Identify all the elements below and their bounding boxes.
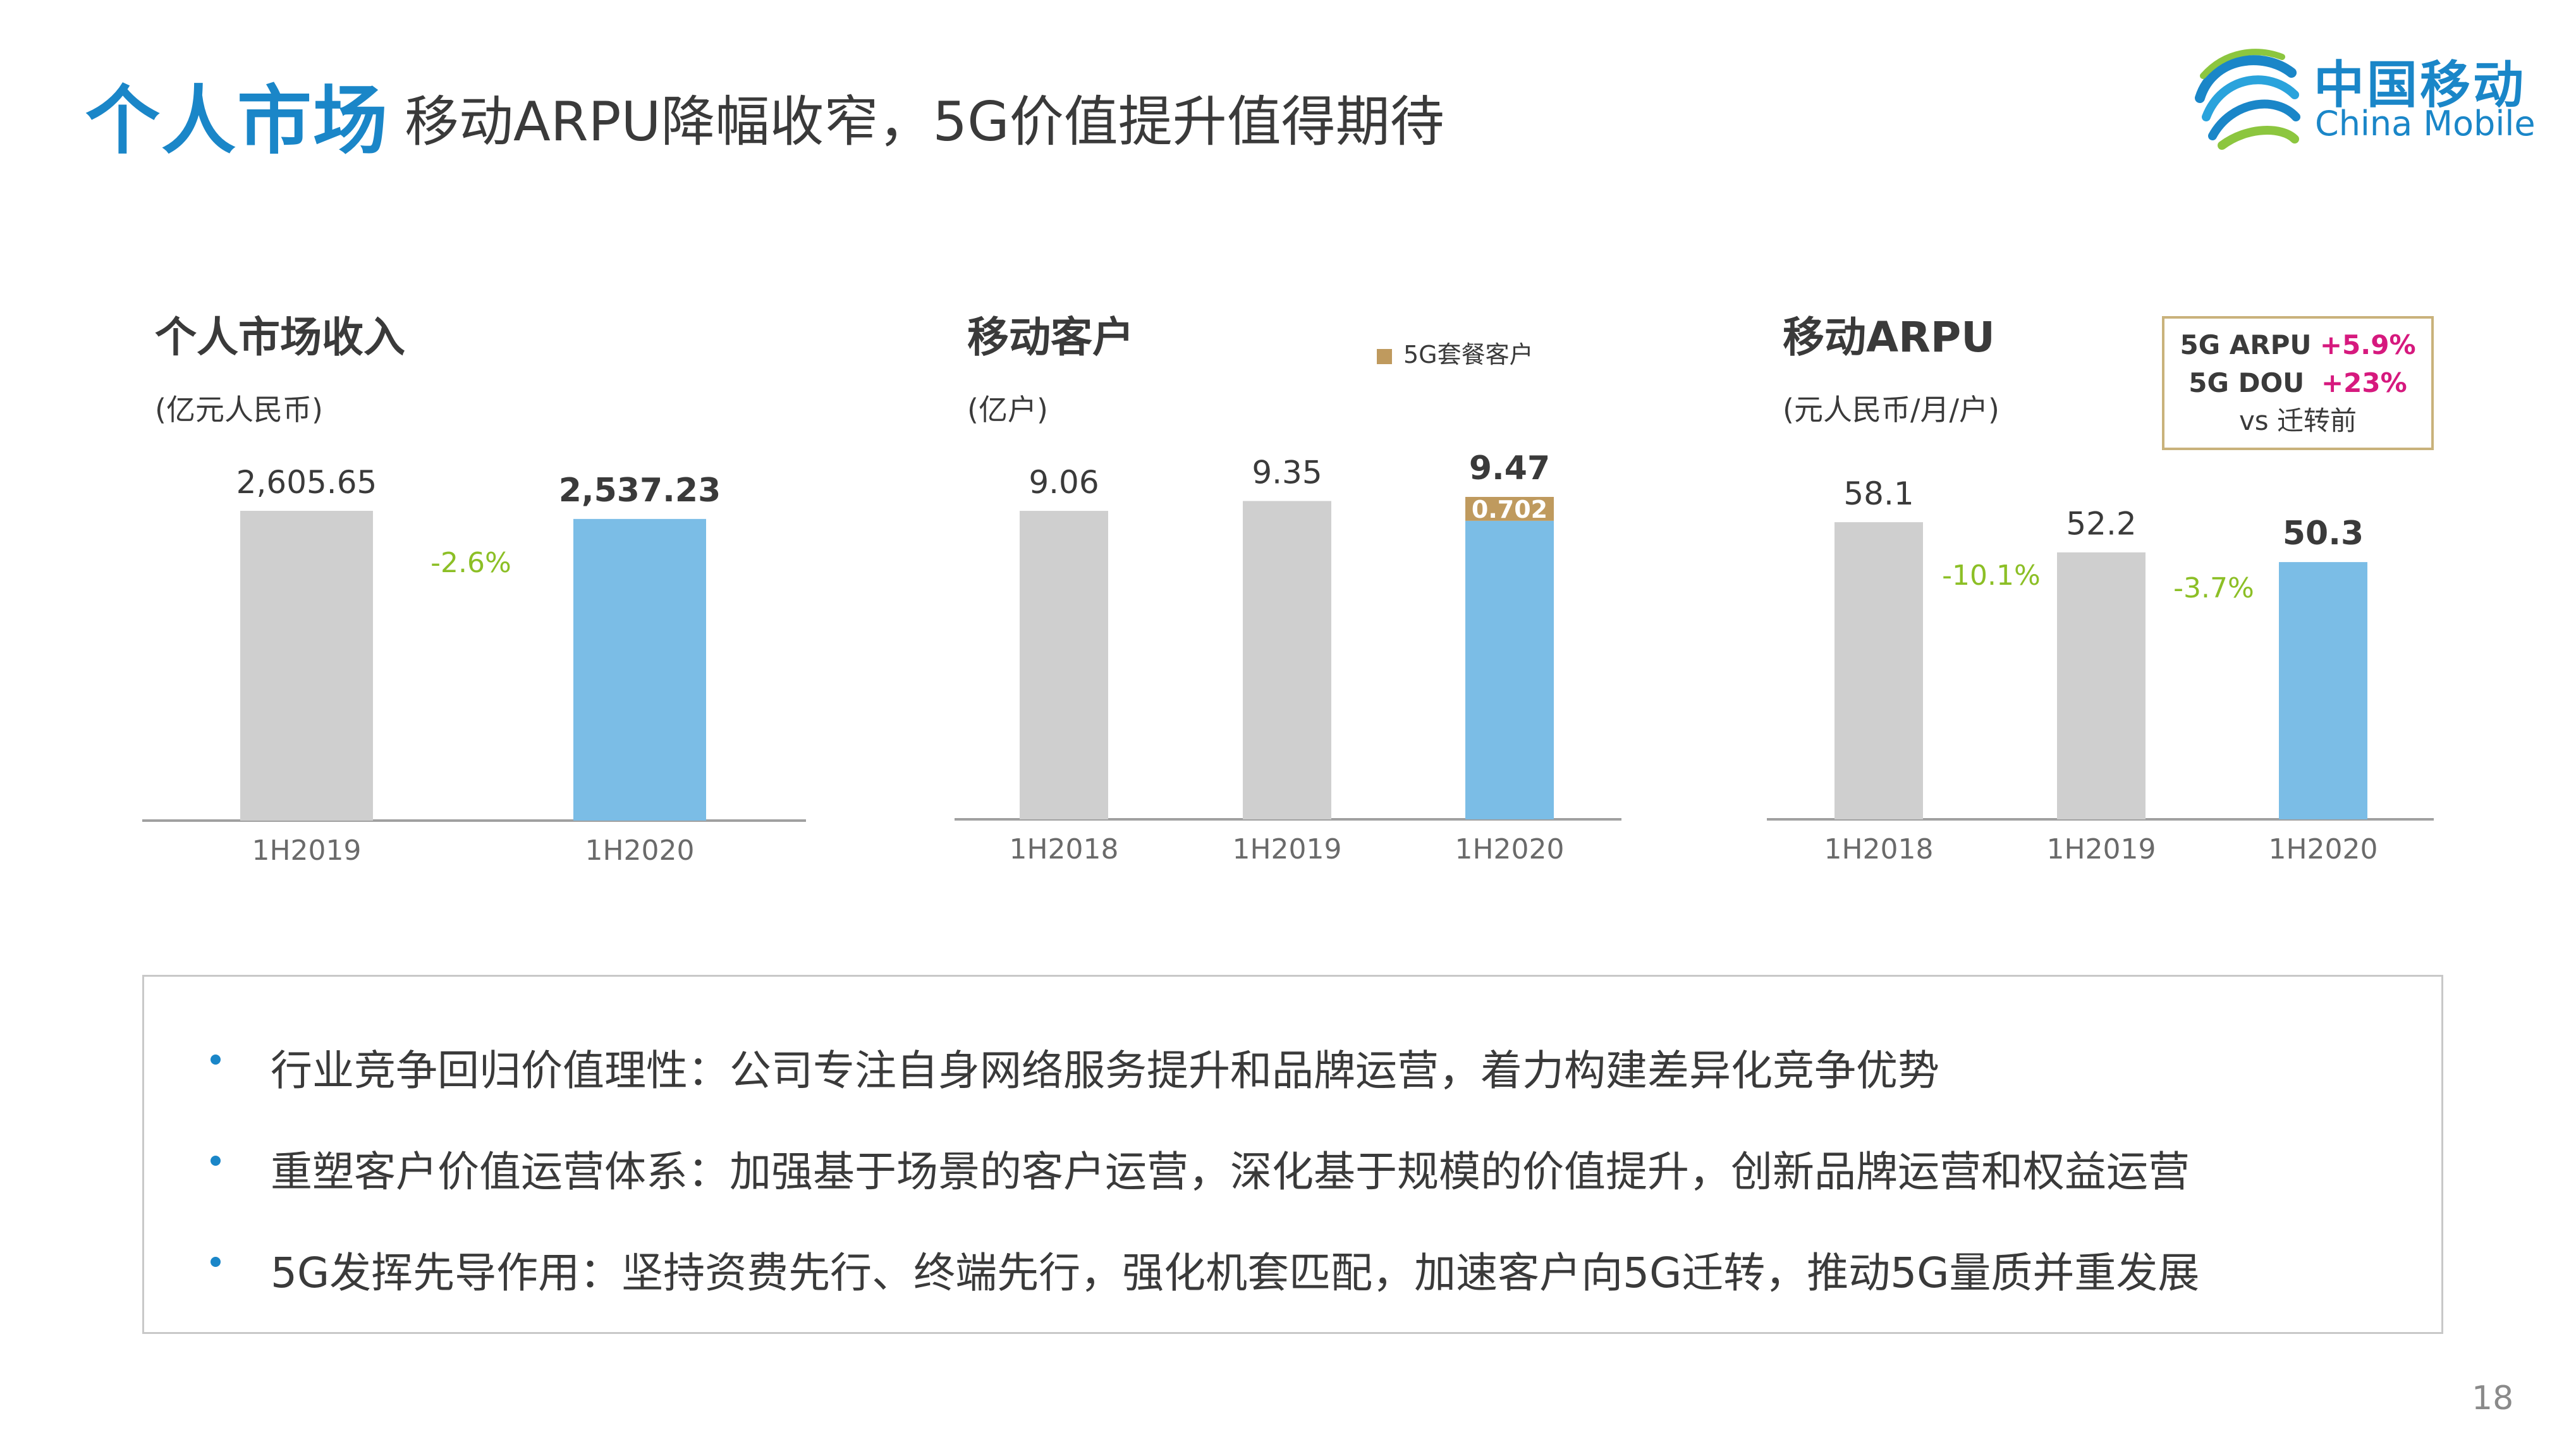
note-line-arpu: 5G ARPU +5.9% xyxy=(2180,329,2416,360)
bar xyxy=(573,518,706,821)
logo-text-en: China Mobile xyxy=(2315,104,2536,144)
legend-5g-package: 5G套餐客户 xyxy=(1377,335,1534,370)
5g-note-box: 5G ARPU +5.9% 5G DOU +23% vs 迁转前 xyxy=(2162,316,2434,450)
x-tick-label: 1H2018 xyxy=(1824,833,1933,865)
chart-title-arpu: 移动ARPU xyxy=(1783,313,1995,362)
chart-title-revenue: 个人市场收入 xyxy=(155,313,405,362)
x-tick-label: 1H2019 xyxy=(252,835,361,867)
bar-value-label: 9.47 xyxy=(1469,449,1550,487)
bullet-dot-icon xyxy=(211,1156,221,1166)
bullet-dot-icon xyxy=(211,1055,221,1065)
bar xyxy=(2279,562,2367,819)
bar xyxy=(2057,552,2146,819)
chart-title-customers: 移动客户 xyxy=(967,313,1134,362)
bar-value-label: 52.2 xyxy=(2066,506,2136,542)
bar-segment-5g xyxy=(1465,497,1554,521)
chart-unit-customers: (亿户) xyxy=(967,393,1048,427)
bar-value-label: 2,537.23 xyxy=(559,472,721,510)
page-title: 个人市场 xyxy=(85,77,389,164)
bar xyxy=(1020,511,1108,819)
x-tick-label: 1H2020 xyxy=(2268,833,2378,865)
bullet-dot-icon xyxy=(211,1257,221,1267)
stack-label: 0.702 xyxy=(1472,496,1547,523)
logo-text-cn: 中国移动 xyxy=(2314,56,2526,114)
chart-unit-arpu: (元人民币/月/户) xyxy=(1783,393,1999,427)
x-tick-label: 1H2020 xyxy=(1455,833,1564,865)
bar-value-label: 9.35 xyxy=(1252,454,1322,491)
note-line-vs: vs 迁转前 xyxy=(2238,405,2357,436)
legend-label: 5G套餐客户 xyxy=(1403,341,1534,369)
x-tick-label: 1H2018 xyxy=(1009,833,1118,865)
bullet-item: 重塑客户价值运营体系：加强基于场景的客户运营，深化基于规模的价值提升，创新品牌运… xyxy=(211,1138,2190,1199)
bar-value-label: 50.3 xyxy=(2283,515,2364,553)
legend-swatch xyxy=(1377,348,1392,364)
bar-value-label: 2,605.65 xyxy=(236,464,377,501)
bar-value-label: 58.1 xyxy=(1843,475,1914,512)
change-label: -3.7% xyxy=(2173,572,2254,604)
bar xyxy=(1243,501,1331,819)
x-tick-label: 1H2020 xyxy=(585,835,694,867)
china-mobile-logo: 中国移动 China Mobile xyxy=(2187,38,2541,158)
bar xyxy=(1834,522,1923,819)
bullet-item: 5G发挥先导作用：坚持资费先行、终端先行，强化机套匹配，加速客户向5G迁转，推动… xyxy=(211,1239,2199,1300)
bar xyxy=(1465,520,1554,819)
chart-unit-revenue: (亿元人民币) xyxy=(155,393,323,427)
china-mobile-emblem-icon xyxy=(2195,49,2300,150)
summary-box: 行业竞争回归价值理性：公司专注自身网络服务提升和品牌运营，着力构建差异化竞争优势… xyxy=(142,975,2443,1334)
change-label: -2.6% xyxy=(430,547,511,579)
note-line-dou: 5G DOU +23% xyxy=(2188,367,2407,398)
x-tick-label: 1H2019 xyxy=(2046,833,2156,865)
bullet-item: 行业竞争回归价值理性：公司专注自身网络服务提升和品牌运营，着力构建差异化竞争优势 xyxy=(211,1037,1939,1097)
x-tick-label: 1H2019 xyxy=(1232,833,1341,865)
change-label: -10.1% xyxy=(1942,559,2041,592)
bar xyxy=(240,511,373,821)
bar-value-label: 9.06 xyxy=(1029,464,1099,501)
page-subtitle: 移动ARPU降幅收窄，5G价值提升值得期待 xyxy=(405,90,1444,154)
page-number: 18 xyxy=(2472,1379,2514,1417)
